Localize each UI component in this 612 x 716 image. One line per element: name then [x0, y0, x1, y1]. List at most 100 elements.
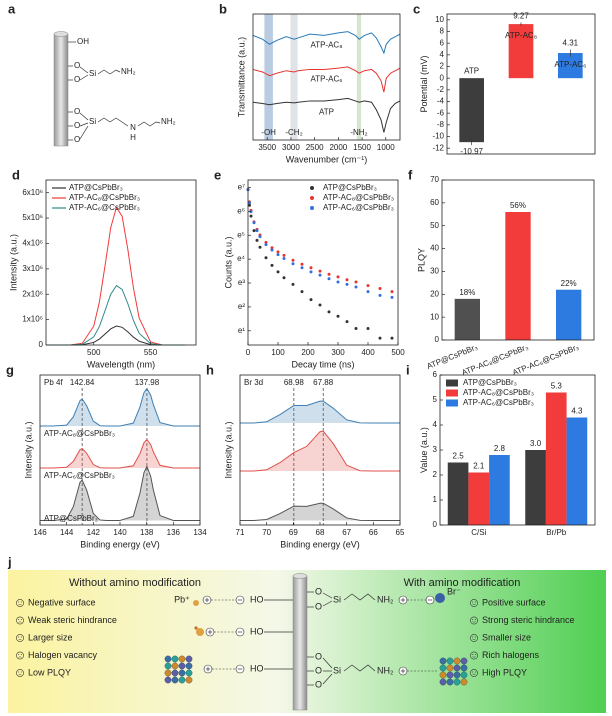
panel-label: e: [214, 167, 221, 182]
legend-swatch: [446, 399, 458, 407]
face-icon: [470, 669, 478, 677]
line-series: [48, 206, 185, 346]
y-tick-label: -12: [432, 143, 444, 152]
face-eye: [472, 671, 474, 673]
atom-label: H: [130, 133, 136, 142]
plot-frame: [247, 179, 399, 346]
group-label: O: [315, 651, 322, 661]
y-tick-label: 70: [430, 175, 439, 184]
group-label: Si: [333, 594, 341, 604]
scatter-point: [258, 235, 262, 239]
face-mouth: [18, 656, 22, 658]
scatter-point: [264, 243, 268, 247]
value-label: 3.0: [530, 439, 542, 448]
chart-panel: b 3500 3000 2500 2000 1500 1000 Transmittance (…: [219, 1, 401, 164]
bond: [79, 66, 89, 74]
face-eye: [20, 636, 22, 638]
x-tick-label: 2500: [306, 143, 324, 152]
atom-label: N: [130, 123, 136, 132]
crystal-atom: [178, 669, 186, 677]
scatter-point: [264, 256, 268, 260]
face-eye: [474, 619, 476, 620]
chart-panel: e e¹ e² e³ e⁴ e⁵ e⁶ e⁷ 0 100 200 300 400 500 Counts (a…: [214, 167, 405, 369]
x-tick-label: 134: [193, 528, 207, 537]
series-label: ATP-AC₆@CsPbBr₃: [44, 471, 115, 480]
chart-title: Br 3d: [244, 378, 263, 387]
legend-swatch: [310, 206, 314, 210]
value-label: 18%: [459, 288, 475, 297]
value-label: 5.3: [551, 382, 563, 391]
plot-frame: [239, 374, 401, 526]
scatter-point: [258, 245, 262, 249]
face-eye: [474, 671, 476, 673]
legend-label: ATP-AC₈@CsPbBr₃: [323, 193, 394, 202]
crystal-atom: [460, 678, 468, 686]
y-axis-label: Transmittance (a.u.): [236, 37, 246, 117]
y-tick-label: -8: [437, 120, 445, 129]
chain: [137, 121, 161, 127]
category-label: C/Si: [471, 528, 486, 537]
atom-label: Si: [89, 69, 96, 78]
scatter-point: [300, 262, 304, 266]
group-label: Si: [333, 665, 341, 675]
face-icon: [470, 599, 478, 607]
area-shade: [240, 431, 400, 471]
crystal-atom: [178, 662, 186, 670]
scatter-point: [309, 270, 313, 274]
x-tick-label: 70: [262, 528, 271, 537]
bar: [454, 298, 480, 340]
y-tick-label: 2x10⁶: [22, 289, 43, 298]
face-mouth: [472, 673, 476, 675]
x-axis-label: Binding energy (eV): [280, 539, 360, 549]
value-label: 22%: [561, 279, 577, 288]
legend-label: ATP@CsPbBr₃: [69, 183, 123, 192]
bond: [322, 592, 333, 599]
list-item: Halogen vacancy: [28, 650, 98, 660]
y-tick-label: 6: [440, 38, 445, 47]
line-series: [40, 465, 200, 521]
crystal-atom: [446, 657, 454, 665]
plot-frame: [441, 179, 595, 341]
x-tick-label: 3000: [282, 143, 300, 152]
y-axis-label: Intensity (a.u.): [223, 421, 233, 478]
face-icon: [470, 634, 478, 642]
panel-label: j: [7, 554, 12, 569]
scatter-point: [345, 278, 349, 282]
y-tick-label: e⁷: [238, 183, 245, 192]
y-tick-label: 10: [435, 15, 444, 24]
plot-area: [40, 387, 200, 525]
scatter-point: [327, 310, 331, 314]
scatter-point: [345, 282, 349, 286]
scatter-point: [336, 280, 340, 284]
rod-top: [53, 31, 69, 37]
band: [264, 14, 273, 140]
line-series: [40, 387, 200, 427]
peak-label: 67.88: [313, 378, 334, 387]
rod-top: [292, 573, 308, 579]
scatter-point: [276, 270, 280, 274]
x-tick-label: 1000: [377, 143, 395, 152]
y-tick-label: 20: [430, 289, 439, 298]
x-tick-label: 500: [87, 348, 101, 357]
scatter-point: [248, 203, 251, 207]
bar: [558, 53, 583, 79]
y-axis-label: Counts (a.u.): [223, 236, 233, 288]
crystal-atom: [453, 671, 461, 679]
atom-label: O: [74, 107, 80, 116]
panel-label: d: [12, 167, 20, 182]
band-label: -CH₂: [285, 128, 302, 137]
atom-label: O: [74, 61, 80, 70]
crystal-atom: [453, 664, 461, 672]
category-label: Br/Pb: [546, 528, 567, 537]
x-axis-label: Wavenumber (cm⁻¹): [286, 154, 367, 164]
face-icon: [16, 651, 24, 660]
face-mouth: [18, 604, 22, 606]
x-tick-label: 140: [113, 528, 127, 537]
crystal-atom: [446, 664, 454, 672]
crystal-atom: [164, 676, 172, 684]
group-label: HO: [250, 626, 264, 636]
face-eye: [20, 671, 22, 673]
scatter-point: [378, 336, 382, 340]
